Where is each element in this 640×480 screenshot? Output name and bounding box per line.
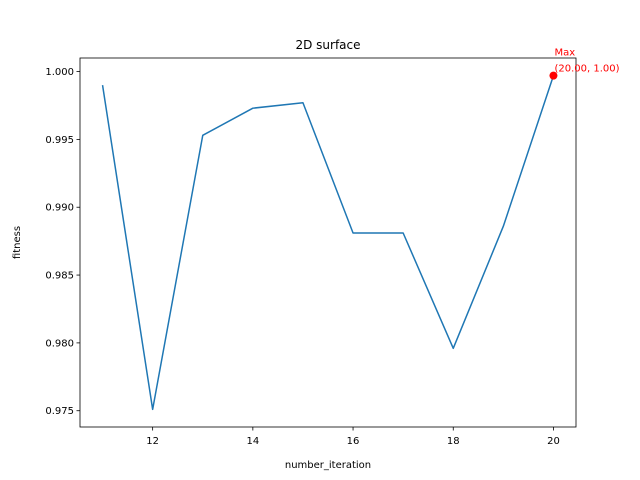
max-annotation-label: Max <box>554 48 575 59</box>
y-axis-label: fitness <box>12 226 23 259</box>
series-line <box>101 75 555 411</box>
max-annotation: Max (20.00, 1.00) <box>554 48 619 75</box>
y-tick-label: 0.985 <box>45 271 74 282</box>
max-annotation-coords: (20.00, 1.00) <box>554 64 619 75</box>
x-tick-label: 12 <box>146 436 159 447</box>
plot-frame <box>79 57 577 428</box>
y-tick-label: 0.995 <box>45 135 74 146</box>
y-tick-label: 1.000 <box>45 67 74 78</box>
max-point-marker <box>549 71 558 80</box>
x-axis-ticks: 12 14 16 18 20 <box>146 427 560 447</box>
x-axis-label: number_iteration <box>285 460 371 471</box>
plot-content <box>101 71 558 411</box>
x-tick-label: 18 <box>447 436 460 447</box>
y-tick-label: 0.980 <box>45 338 74 349</box>
y-tick-label: 0.975 <box>45 406 74 417</box>
chart-title: 2D surface <box>295 38 360 52</box>
y-tick-label: 0.990 <box>45 203 74 214</box>
x-tick-label: 20 <box>547 436 560 447</box>
x-tick-label: 16 <box>347 436 360 447</box>
y-axis-ticks: 0.975 0.980 0.985 0.990 0.995 1.000 <box>45 67 80 417</box>
x-tick-label: 14 <box>246 436 259 447</box>
